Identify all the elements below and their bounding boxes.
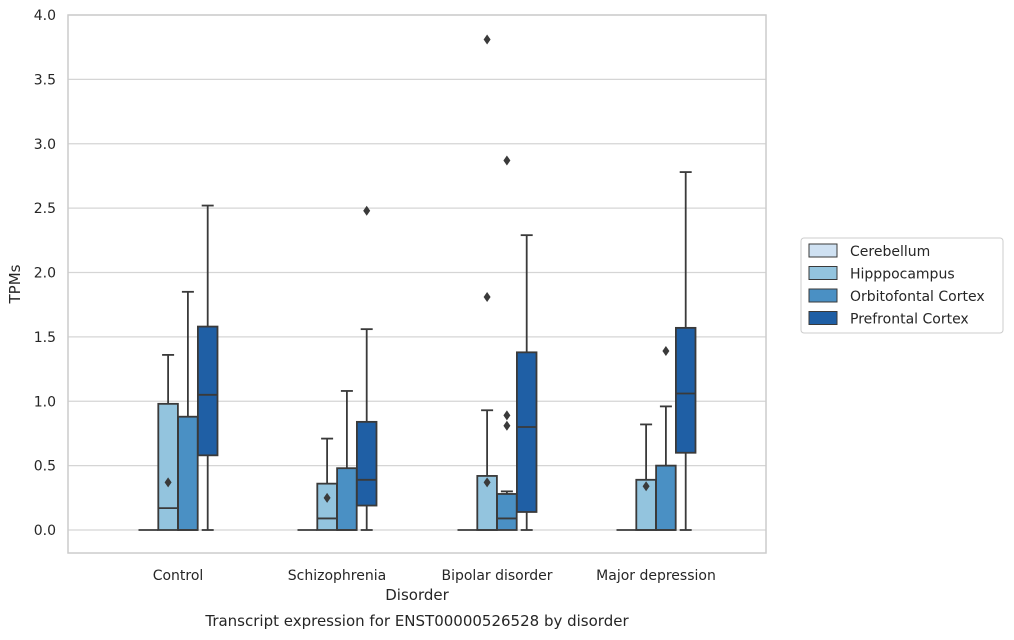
box-2-2 bbox=[496, 155, 518, 531]
box-body bbox=[655, 464, 677, 531]
box-body bbox=[516, 351, 538, 513]
outlier-point bbox=[503, 155, 511, 166]
x-tick-label: Schizophrenia bbox=[288, 568, 386, 584]
y-axis-ticks: 0.0 0.5 1.0 1.5 2.0 2.5 3.0 3.5 4.0 bbox=[34, 8, 56, 539]
outlier-point bbox=[483, 291, 491, 302]
outlier-point bbox=[503, 420, 511, 431]
box-body bbox=[157, 402, 179, 531]
box-1-3 bbox=[355, 205, 378, 531]
box-1-2 bbox=[336, 390, 358, 531]
legend: Cerebellum Hipppocampus Orbitofontal Corte… bbox=[800, 237, 1004, 334]
y-tick-label: 4.0 bbox=[34, 8, 56, 24]
legend-label: Prefrontal Cortex bbox=[850, 312, 969, 328]
outlier-point bbox=[662, 346, 670, 357]
box-body bbox=[336, 467, 358, 531]
y-tick-label: 2.0 bbox=[34, 266, 56, 282]
outlier-point bbox=[483, 477, 491, 488]
y-tick-label: 0.5 bbox=[34, 459, 56, 475]
outlier-point bbox=[642, 481, 650, 492]
box-1-1 bbox=[316, 437, 338, 531]
box-body bbox=[316, 482, 338, 531]
chart-caption: Transcript expression for ENST0000052652… bbox=[204, 612, 629, 630]
box-groups bbox=[138, 34, 697, 531]
x-axis-label: Disorder bbox=[385, 586, 449, 604]
box-body bbox=[675, 326, 697, 454]
outlier-point bbox=[323, 492, 331, 503]
box-body bbox=[355, 420, 378, 507]
box-0-2 bbox=[177, 290, 199, 531]
legend-swatch bbox=[808, 288, 838, 303]
box-body bbox=[496, 493, 518, 531]
legend-swatch bbox=[808, 243, 838, 258]
y-tick-label: 3.0 bbox=[34, 137, 56, 153]
legend-swatch bbox=[808, 311, 838, 325]
legend-label: Cerebellum bbox=[850, 244, 930, 260]
box-body bbox=[196, 325, 219, 457]
y-tick-label: 2.5 bbox=[34, 201, 56, 217]
box-body bbox=[177, 415, 199, 531]
outlier-point bbox=[483, 34, 491, 45]
outlier-point bbox=[503, 410, 511, 421]
y-tick-label: 0.0 bbox=[34, 523, 56, 539]
y-tick-label: 3.5 bbox=[34, 72, 56, 88]
y-axis-label: TPMs bbox=[6, 264, 24, 304]
box-2-1 bbox=[476, 34, 498, 531]
box-3-3 bbox=[675, 171, 697, 531]
box-3-1 bbox=[635, 423, 657, 531]
x-tick-label: Bipolar disorder bbox=[441, 568, 552, 584]
x-tick-label: Control bbox=[153, 568, 204, 584]
legend-label: Orbitofontal Cortex bbox=[850, 289, 985, 305]
legend-frame bbox=[800, 237, 1004, 334]
legend-label: Hipppocampus bbox=[850, 267, 955, 283]
outlier-point bbox=[363, 205, 371, 216]
y-tick-label: 1.5 bbox=[34, 330, 56, 346]
outlier-point bbox=[164, 477, 172, 488]
box-0-1 bbox=[157, 353, 179, 531]
legend-swatch bbox=[808, 266, 838, 280]
box-2-3 bbox=[516, 234, 538, 531]
x-tick-label: Major depression bbox=[596, 568, 716, 584]
plot-frame bbox=[67, 14, 767, 554]
y-tick-label: 1.0 bbox=[34, 394, 56, 410]
box-3-2 bbox=[655, 346, 677, 531]
box-0-3 bbox=[196, 204, 219, 531]
x-axis-ticks: Control Schizophrenia Bipolar disorder Majo… bbox=[153, 568, 716, 584]
